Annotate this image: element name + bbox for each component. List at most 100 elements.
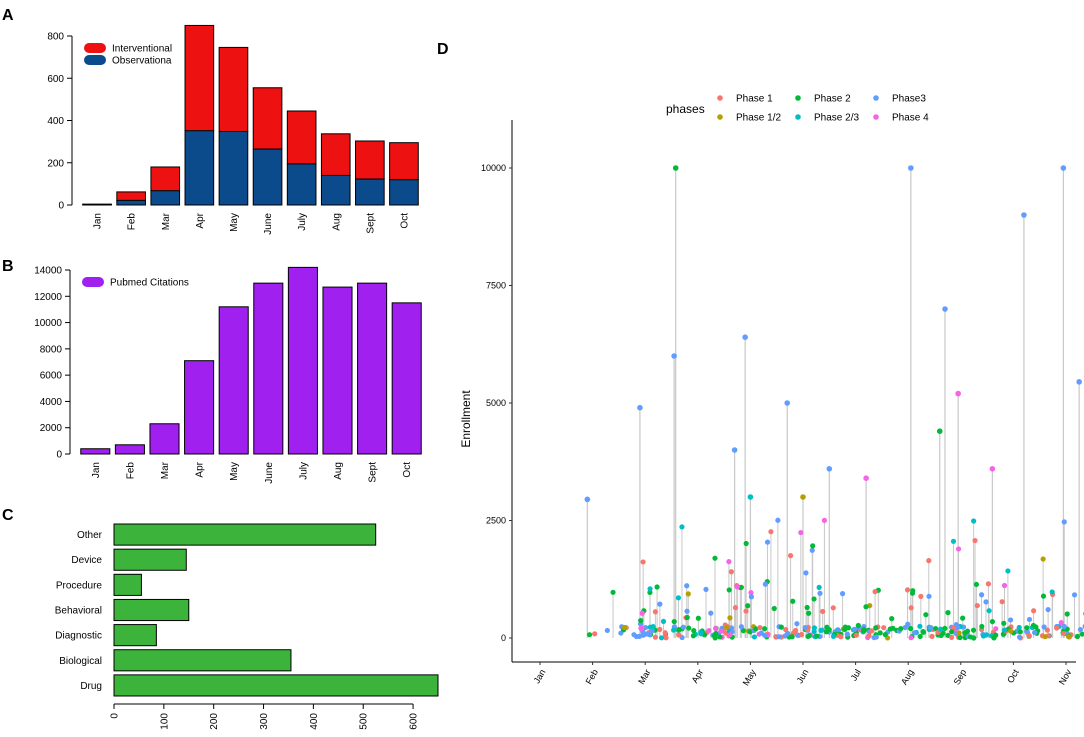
enrollment-point (811, 596, 817, 602)
enrollment-point (650, 624, 656, 630)
b-x-tick-aug: Aug (333, 462, 344, 480)
enrollment-point-phase3 (908, 165, 914, 171)
enrollment-point (771, 605, 777, 612)
enrollment-point-phase-2 (936, 428, 943, 435)
b-bar-jan-pubmed-citations (80, 448, 111, 455)
c-category-label-drug: Drug (80, 681, 102, 692)
enrollment-point (912, 630, 918, 636)
enrollment-point (942, 625, 948, 632)
enrollment-point (1031, 629, 1038, 636)
enrollment-point (662, 630, 668, 636)
enrollment-point (907, 625, 914, 632)
a-y-tick-0: 0 (58, 201, 64, 212)
enrollment-point (910, 588, 916, 594)
enrollment-point-phase3 (942, 306, 948, 312)
enrollment-point (905, 621, 911, 627)
enrollment-point (1001, 627, 1008, 633)
legend-marker-phase-2 (795, 95, 801, 101)
enrollment-point (1074, 633, 1081, 640)
legend-label-phase3: Phase3 (892, 94, 926, 105)
enrollment-point (775, 517, 781, 523)
enrollment-point (949, 629, 955, 635)
enrollment-point (882, 631, 888, 638)
a-bar-apr-interventional (184, 24, 215, 132)
enrollment-point (671, 618, 677, 625)
c-x-tick-400: 400 (309, 713, 320, 730)
legend-label-phase-2-3: Phase 2/3 (814, 113, 859, 124)
panel-d-stems (586, 168, 1080, 638)
enrollment-point (776, 634, 782, 640)
enrollment-point (718, 628, 724, 634)
d-x-tick-may: May (741, 667, 758, 687)
enrollment-point (957, 634, 963, 641)
b-y-tick-8000: 8000 (40, 344, 63, 355)
enrollment-point-phase3 (826, 466, 833, 472)
enrollment-point (660, 618, 667, 625)
enrollment-point (727, 632, 733, 638)
enrollment-point-phase-4 (863, 475, 869, 482)
enrollment-point (723, 625, 730, 631)
enrollment-point (657, 601, 663, 607)
enrollment-point (973, 581, 980, 588)
enrollment-point (706, 627, 712, 634)
b-y-tick-0: 0 (56, 450, 62, 461)
enrollment-point (798, 529, 804, 536)
enrollment-point (818, 627, 824, 633)
b-legend-swatch-pubmed-citations (82, 277, 104, 287)
enrollment-point (967, 634, 974, 640)
enrollment-point (981, 633, 987, 639)
enrollment-point (803, 570, 809, 576)
enrollment-point (823, 629, 830, 635)
enrollment-point (1024, 625, 1030, 631)
b-bar-june-pubmed-citations (253, 282, 284, 455)
a-bar-apr-observationa (184, 130, 215, 206)
enrollment-point (676, 627, 682, 633)
enrollment-point (675, 595, 682, 601)
enrollment-point (789, 634, 795, 640)
b-y-tick-14000: 14000 (34, 266, 62, 277)
enrollment-point (881, 625, 887, 631)
enrollment-point (712, 625, 719, 631)
d-y-tick-0: 0 (501, 633, 506, 643)
panel-c: C Other Device Procedure Behavioral Diagnost… (2, 507, 439, 730)
enrollment-point (638, 618, 644, 624)
enrollment-point (811, 625, 818, 631)
enrollment-point (698, 631, 704, 637)
panel-c-bars (113, 523, 439, 697)
enrollment-point (983, 599, 989, 605)
enrollment-point (810, 543, 816, 549)
enrollment-point-phase3 (731, 447, 738, 453)
enrollment-point (839, 591, 846, 597)
enrollment-point-phase3 (1076, 379, 1082, 385)
enrollment-point (999, 599, 1005, 605)
enrollment-point (799, 631, 805, 638)
enrollment-point (738, 624, 744, 630)
enrollment-point (802, 625, 808, 631)
d-x-tick-mar: Mar (636, 668, 652, 686)
enrollment-point (671, 627, 677, 633)
b-legend-label-pubmed-citations: Pubmed Citations (110, 278, 189, 289)
enrollment-point (960, 615, 966, 621)
b-x-tick-mar: Mar (160, 461, 171, 479)
enrollment-point (703, 586, 709, 592)
enrollment-point (830, 605, 836, 611)
enrollment-point (643, 624, 649, 631)
panel-b-bars (80, 266, 422, 455)
enrollment-point (649, 628, 655, 634)
enrollment-point (639, 610, 645, 616)
a-legend-swatch-observationa (84, 55, 106, 65)
enrollment-point-phase-2-3 (747, 494, 754, 500)
panel-d-legend: phases Phase 1 Phase 1/2 Phase 2 Phase 2/3 P… (666, 94, 929, 124)
enrollment-point (1064, 611, 1070, 617)
enrollment-point-phase3 (584, 496, 591, 503)
enrollment-point (1071, 592, 1078, 598)
c-x-tick-0: 0 (110, 713, 121, 719)
a-bar-feb-interventional (116, 191, 146, 201)
legend-marker-phase-1 (717, 95, 723, 101)
enrollment-point (945, 610, 951, 616)
enrollment-point (636, 633, 642, 639)
enrollment-point (917, 633, 923, 640)
enrollment-point (726, 587, 732, 593)
enrollment-point (748, 590, 754, 596)
panel-b-legend: Pubmed Citations (82, 277, 189, 289)
